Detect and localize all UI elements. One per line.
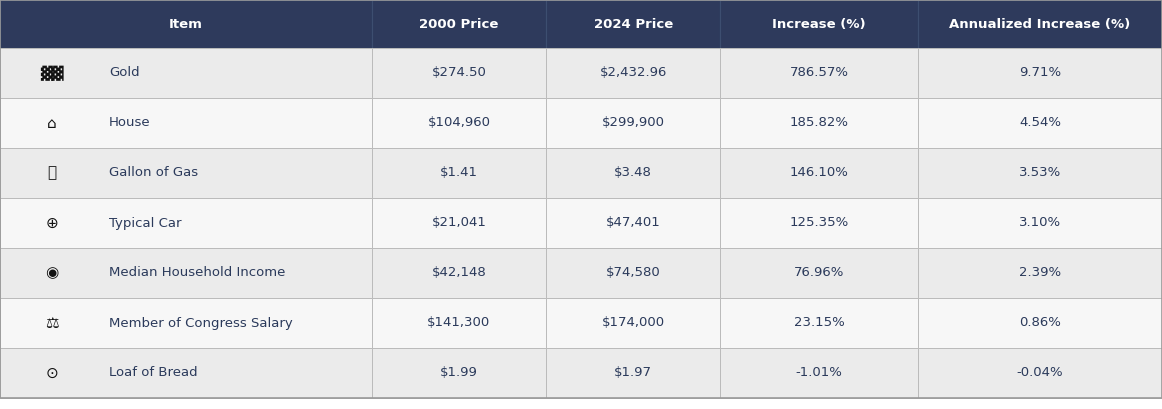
Text: $174,000: $174,000 bbox=[602, 317, 665, 330]
Text: $42,148: $42,148 bbox=[431, 267, 487, 279]
Bar bbox=[546, 98, 720, 148]
Text: $2,432.96: $2,432.96 bbox=[600, 67, 667, 79]
Bar bbox=[720, 298, 918, 348]
Bar bbox=[546, 0, 720, 48]
Text: Annualized Increase (%): Annualized Increase (%) bbox=[949, 18, 1131, 31]
Bar bbox=[918, 198, 1162, 248]
Bar bbox=[372, 298, 546, 348]
Text: Gallon of Gas: Gallon of Gas bbox=[109, 166, 199, 180]
Bar bbox=[918, 98, 1162, 148]
Text: 76.96%: 76.96% bbox=[794, 267, 845, 279]
Bar bbox=[918, 348, 1162, 398]
Text: $1.41: $1.41 bbox=[440, 166, 478, 180]
Bar bbox=[0, 198, 372, 248]
Text: ⚖: ⚖ bbox=[45, 315, 59, 330]
Text: Median Household Income: Median Household Income bbox=[109, 267, 286, 279]
Text: 23.15%: 23.15% bbox=[794, 317, 845, 330]
Text: $21,041: $21,041 bbox=[431, 216, 487, 229]
Text: $1.97: $1.97 bbox=[615, 366, 652, 380]
Text: 3.10%: 3.10% bbox=[1019, 216, 1061, 229]
Text: ▓▓: ▓▓ bbox=[41, 65, 64, 81]
Text: $104,960: $104,960 bbox=[428, 117, 490, 130]
Bar bbox=[372, 198, 546, 248]
Text: Increase (%): Increase (%) bbox=[773, 18, 866, 31]
Bar bbox=[372, 348, 546, 398]
Text: 185.82%: 185.82% bbox=[790, 117, 848, 130]
Text: $299,900: $299,900 bbox=[602, 117, 665, 130]
Bar bbox=[546, 48, 720, 98]
Bar bbox=[0, 298, 372, 348]
Bar bbox=[918, 0, 1162, 48]
Bar bbox=[372, 148, 546, 198]
Text: Loaf of Bread: Loaf of Bread bbox=[109, 366, 198, 380]
Bar bbox=[720, 0, 918, 48]
Text: Gold: Gold bbox=[109, 67, 139, 79]
Bar bbox=[918, 148, 1162, 198]
Bar bbox=[918, 298, 1162, 348]
Text: 2024 Price: 2024 Price bbox=[594, 18, 673, 31]
Bar bbox=[918, 248, 1162, 298]
Bar bbox=[0, 0, 372, 48]
Text: -0.04%: -0.04% bbox=[1017, 366, 1063, 380]
Text: 146.10%: 146.10% bbox=[790, 166, 848, 180]
Bar bbox=[720, 98, 918, 148]
Text: Item: Item bbox=[168, 18, 203, 31]
Bar bbox=[546, 348, 720, 398]
Text: Typical Car: Typical Car bbox=[109, 216, 181, 229]
Bar bbox=[372, 98, 546, 148]
Bar bbox=[918, 48, 1162, 98]
Text: House: House bbox=[109, 117, 151, 130]
Text: ◉: ◉ bbox=[45, 265, 59, 281]
Text: ⌂: ⌂ bbox=[48, 115, 57, 130]
Bar bbox=[372, 48, 546, 98]
Text: 125.35%: 125.35% bbox=[790, 216, 848, 229]
Text: $74,580: $74,580 bbox=[605, 267, 661, 279]
Text: ⛽: ⛽ bbox=[48, 166, 57, 180]
Bar bbox=[0, 248, 372, 298]
Bar bbox=[546, 198, 720, 248]
Text: ⊕: ⊕ bbox=[45, 216, 58, 231]
Text: 2.39%: 2.39% bbox=[1019, 267, 1061, 279]
Text: 2000 Price: 2000 Price bbox=[419, 18, 498, 31]
Text: -1.01%: -1.01% bbox=[796, 366, 842, 380]
Bar bbox=[720, 148, 918, 198]
Text: $1.99: $1.99 bbox=[440, 366, 478, 380]
Bar bbox=[0, 348, 372, 398]
Bar bbox=[0, 48, 372, 98]
Text: 9.71%: 9.71% bbox=[1019, 67, 1061, 79]
Bar bbox=[372, 0, 546, 48]
Bar bbox=[546, 298, 720, 348]
Text: ⊙: ⊙ bbox=[45, 366, 58, 380]
Bar bbox=[720, 198, 918, 248]
Bar bbox=[546, 148, 720, 198]
Bar bbox=[720, 248, 918, 298]
Text: $274.50: $274.50 bbox=[431, 67, 487, 79]
Bar bbox=[720, 48, 918, 98]
Bar bbox=[372, 248, 546, 298]
Text: 786.57%: 786.57% bbox=[790, 67, 848, 79]
Text: Member of Congress Salary: Member of Congress Salary bbox=[109, 317, 293, 330]
Text: $141,300: $141,300 bbox=[428, 317, 490, 330]
Bar bbox=[0, 148, 372, 198]
Text: 3.53%: 3.53% bbox=[1019, 166, 1061, 180]
Bar bbox=[720, 348, 918, 398]
Text: $47,401: $47,401 bbox=[605, 216, 661, 229]
Text: 0.86%: 0.86% bbox=[1019, 317, 1061, 330]
Text: 4.54%: 4.54% bbox=[1019, 117, 1061, 130]
Bar bbox=[0, 98, 372, 148]
Bar bbox=[546, 248, 720, 298]
Text: $3.48: $3.48 bbox=[615, 166, 652, 180]
